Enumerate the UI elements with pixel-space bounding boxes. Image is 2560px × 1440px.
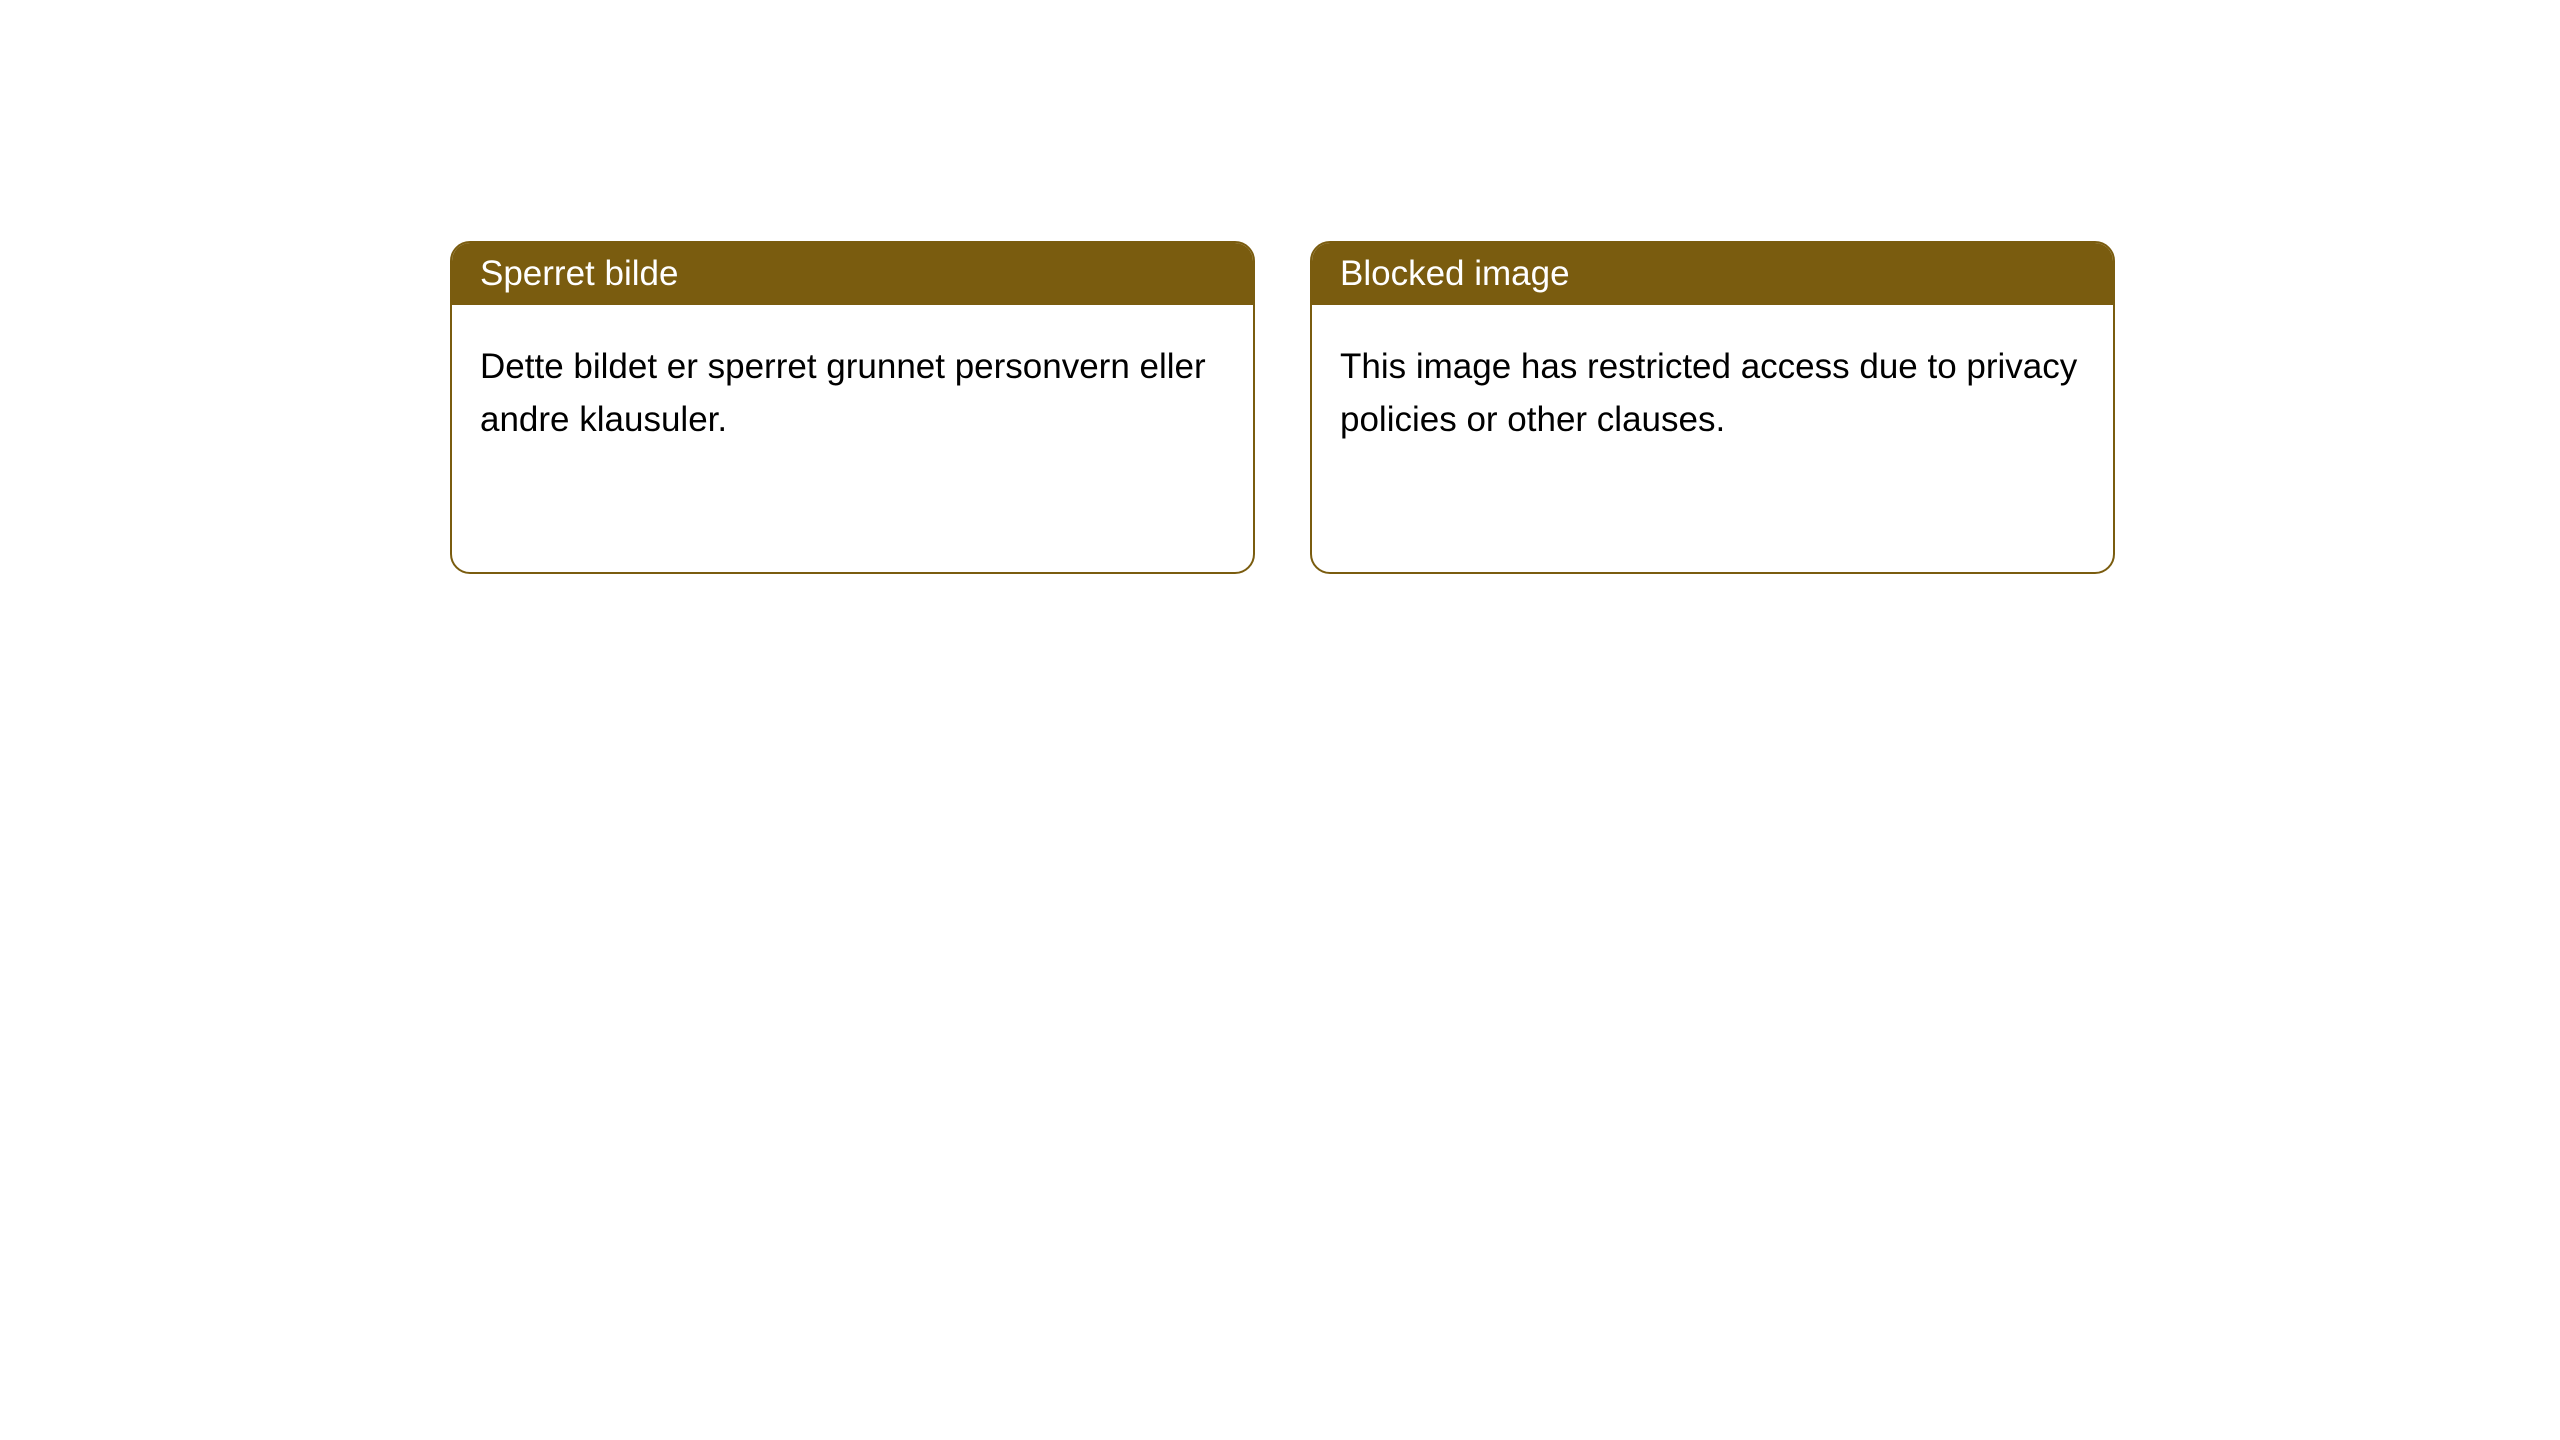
card-english: Blocked image This image has restricted … bbox=[1310, 241, 2115, 574]
card-body-english: This image has restricted access due to … bbox=[1312, 305, 2113, 482]
card-body-norwegian: Dette bildet er sperret grunnet personve… bbox=[452, 305, 1253, 482]
card-title-norwegian: Sperret bilde bbox=[452, 243, 1253, 305]
card-norwegian: Sperret bilde Dette bildet er sperret gr… bbox=[450, 241, 1255, 574]
card-title-english: Blocked image bbox=[1312, 243, 2113, 305]
cards-container: Sperret bilde Dette bildet er sperret gr… bbox=[450, 241, 2115, 574]
